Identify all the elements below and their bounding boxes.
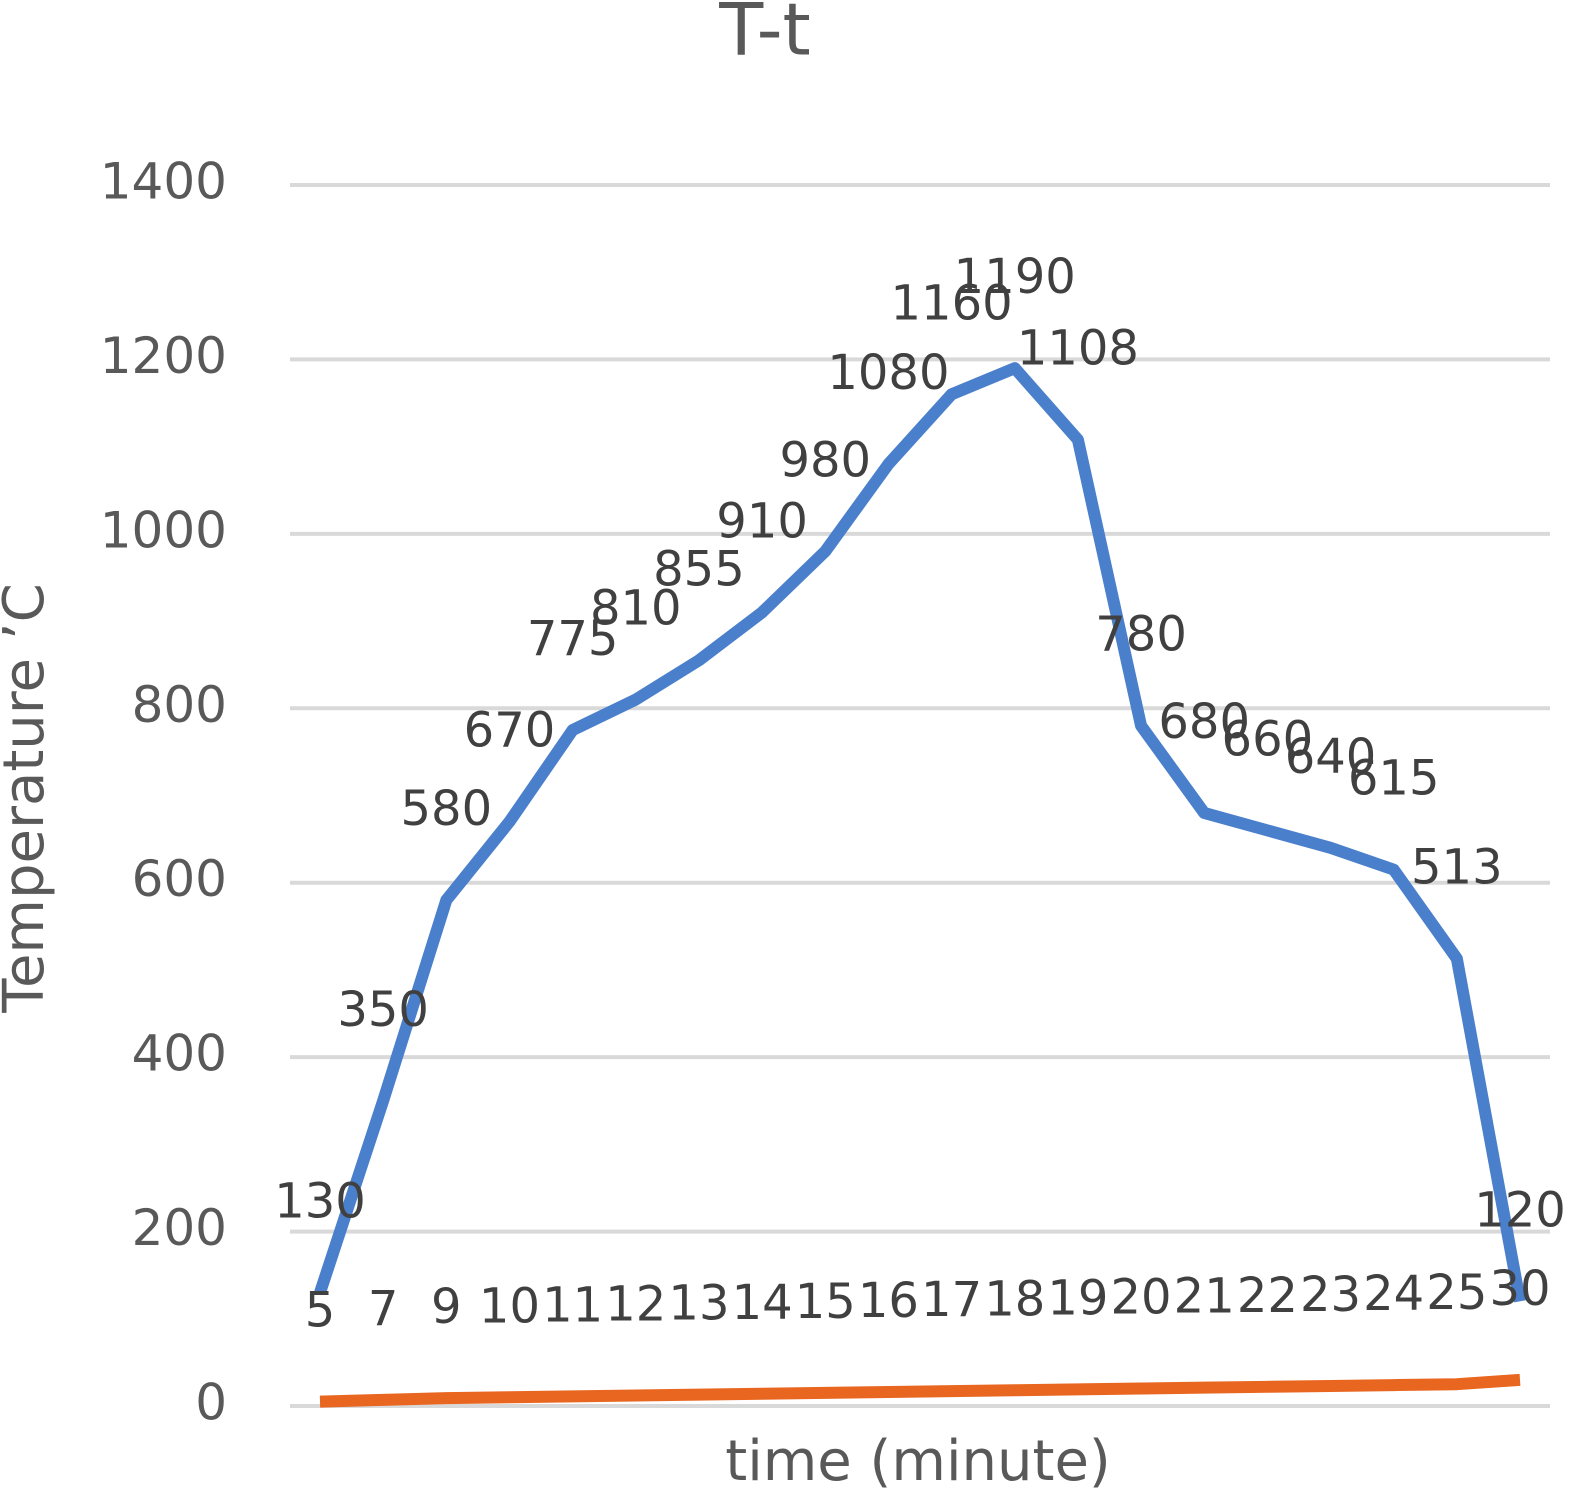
chart-title: T-t	[718, 0, 811, 72]
data-label: 1080	[827, 345, 949, 401]
data-label: 810	[590, 581, 682, 637]
data-label: 10	[479, 1278, 540, 1334]
data-label: 19	[1047, 1270, 1108, 1326]
data-label: 9	[431, 1279, 462, 1335]
data-label: 5	[305, 1283, 336, 1339]
y-tick-label: 0	[195, 1374, 227, 1432]
data-label: 1108	[1017, 321, 1139, 377]
data-label: 580	[401, 781, 493, 837]
data-label: 18	[984, 1271, 1045, 1327]
data-label: 980	[779, 432, 871, 488]
data-label: 660	[1222, 711, 1314, 767]
y-tick-label: 1000	[100, 501, 227, 559]
data-label: 24	[1363, 1266, 1424, 1322]
data-label: 855	[653, 541, 745, 597]
y-tick-label: 1200	[100, 327, 227, 385]
data-label: 130	[274, 1174, 366, 1230]
data-label: 14	[732, 1275, 793, 1331]
data-label: 22	[1237, 1268, 1298, 1324]
data-label: 30	[1489, 1261, 1550, 1317]
data-label: 615	[1348, 751, 1440, 807]
data-label: 775	[527, 611, 619, 667]
data-label: 1160	[891, 275, 1013, 331]
data-label: 12	[605, 1277, 666, 1333]
data-label: 120	[1474, 1182, 1566, 1238]
data-label: 513	[1411, 840, 1503, 896]
data-label: 17	[921, 1272, 982, 1328]
y-axis-title: Temperature ’C	[0, 583, 57, 1013]
data-label: 640	[1285, 729, 1377, 785]
data-label: 910	[716, 493, 808, 549]
series-line	[314, 362, 1526, 1303]
data-label: 20	[1111, 1270, 1172, 1326]
data-label: 16	[858, 1273, 919, 1329]
y-tick-label: 600	[132, 850, 227, 908]
data-label: 13	[668, 1276, 729, 1332]
data-label: 15	[795, 1274, 856, 1330]
y-tick-label: 800	[132, 676, 227, 734]
data-label: 670	[464, 703, 556, 759]
data-label: 680	[1158, 694, 1250, 750]
series-line	[319, 1373, 1521, 1408]
data-label: 25	[1426, 1265, 1487, 1321]
data-label: 21	[1174, 1269, 1235, 1325]
data-label: 350	[337, 982, 429, 1038]
y-tick-label: 1400	[100, 153, 227, 211]
y-tick-label: 400	[132, 1025, 227, 1083]
data-label: 780	[1095, 607, 1187, 663]
data-label: 7	[368, 1281, 399, 1337]
x-axis-title: time (minute)	[725, 1429, 1111, 1494]
y-tick-label: 200	[132, 1199, 227, 1257]
data-label: 23	[1300, 1267, 1361, 1323]
data-label: 11	[542, 1277, 603, 1333]
data-label: 1190	[954, 249, 1076, 305]
